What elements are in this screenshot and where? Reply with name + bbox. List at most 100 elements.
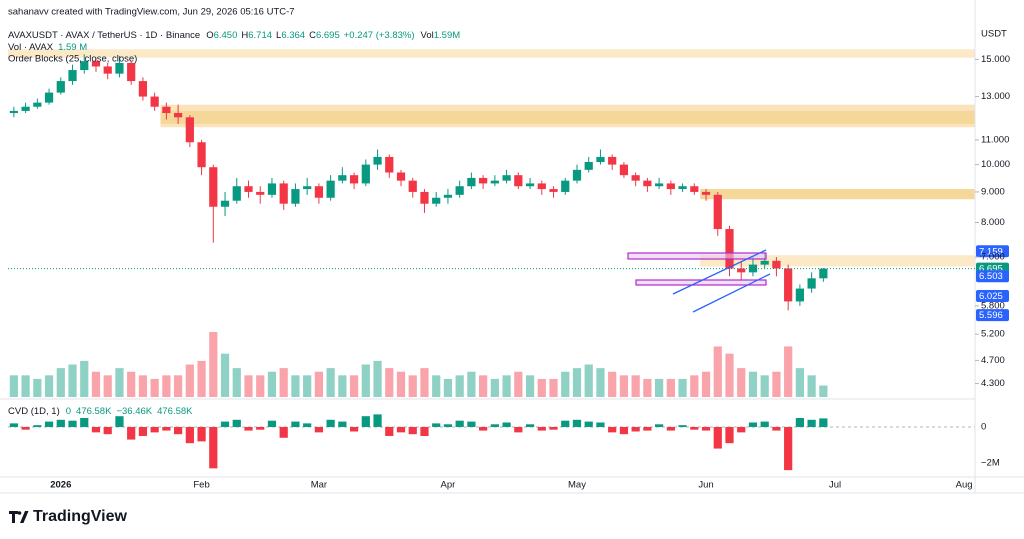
candle-body: [690, 186, 699, 192]
cvd-tick-label: 0: [981, 421, 986, 432]
brand-logo: TradingView: [9, 508, 128, 525]
cvd-bar: [678, 425, 687, 427]
cvd-bar: [619, 426, 629, 435]
cvd-bar: [608, 426, 617, 433]
cvd-bar: [197, 426, 206, 442]
candle-body: [760, 260, 769, 265]
currency: USDT: [981, 29, 1007, 40]
cvd-bar: [655, 424, 664, 427]
price-badge: [976, 270, 1009, 283]
cvd-bar: [373, 414, 382, 427]
candle-body: [80, 61, 89, 71]
cvd-bar: [795, 417, 804, 427]
volume-bar: [279, 368, 288, 397]
candle-body: [490, 180, 499, 184]
cvd-bar: [713, 426, 722, 449]
credit: sahanavv created with TradingView.com, J…: [8, 7, 295, 18]
volume-bar: [385, 368, 394, 397]
candle-body: [819, 268, 828, 279]
cvd-bar: [666, 426, 675, 431]
volume-bar: [209, 332, 218, 397]
volume-bar: [807, 375, 816, 397]
volume-bar: [467, 371, 476, 397]
candle-body: [525, 183, 535, 187]
cvd-bar: [232, 419, 241, 427]
price-badge-label: 6.503: [979, 271, 1003, 282]
channel-line: [672, 249, 767, 295]
cvd-bar: [291, 421, 300, 427]
candle-body: [537, 183, 546, 190]
x-tick-label: Mar: [311, 480, 327, 491]
channel-line: [692, 273, 771, 313]
cvd-bar: [279, 426, 288, 438]
volume-bar: [244, 375, 253, 397]
cvd-bar: [432, 423, 441, 427]
cvd-bar: [326, 419, 335, 427]
volume-bar: [608, 371, 617, 397]
candle-body: [44, 92, 54, 103]
candle-body: [432, 197, 441, 204]
candle-body: [678, 186, 687, 190]
volume-bar: [443, 378, 453, 397]
x-tick-label: May: [568, 480, 586, 491]
cvd-bar: [408, 426, 417, 435]
candle-body: [150, 96, 159, 107]
order-block-zone: [160, 110, 975, 124]
candle-body: [514, 175, 523, 187]
order-box: [635, 279, 767, 286]
cvd-bar: [44, 421, 54, 427]
candle-body: [655, 183, 664, 187]
volume-bar: [760, 375, 769, 397]
y-tick-label: 4.300: [981, 378, 1005, 389]
volume-bar: [795, 368, 804, 397]
volume-bar: [725, 353, 734, 397]
candles: [9, 54, 828, 311]
cvd-bar: [9, 423, 18, 427]
candle-body: [197, 142, 206, 168]
cvd-bar: [314, 426, 323, 433]
symbol-legend: AVAXUSDT · AVAX / TetherUS · 1D · Binanc…: [8, 30, 460, 41]
candle-body: [701, 191, 711, 195]
cvd-bar: [690, 426, 699, 430]
volume-bar: [643, 378, 652, 397]
candle-body: [784, 268, 793, 302]
candle-body: [338, 175, 347, 181]
candle-body: [420, 191, 429, 204]
volume-bar: [748, 371, 758, 397]
x-tick-label: 2026: [50, 480, 71, 491]
candle-body: [56, 81, 65, 93]
cvd-bar: [209, 426, 218, 469]
volume-bar: [678, 378, 687, 397]
cvd-bar: [643, 426, 652, 431]
cvd-bar: [127, 426, 136, 440]
volume-bar: [772, 371, 781, 397]
y-tick-label: 4.700: [981, 355, 1005, 366]
zones: [8, 49, 975, 267]
volume-bar: [138, 375, 148, 397]
candle-body: [807, 278, 816, 289]
candle-body: [21, 106, 30, 111]
volume-bar: [33, 378, 42, 397]
y-tick-label: 10.000: [981, 159, 1010, 170]
volume-bar: [819, 385, 828, 397]
price-badge-label: 6.695: [979, 264, 1003, 275]
cvd-bar: [819, 418, 828, 427]
price-badge: [976, 309, 1009, 322]
candle-body: [220, 200, 230, 207]
y-tick-label: 5.200: [981, 329, 1005, 340]
cvd-bar: [68, 420, 77, 427]
y-tick-label: 9.000: [981, 186, 1005, 197]
candle-body: [279, 183, 288, 204]
candle-body: [502, 175, 511, 181]
y-tick-label: 15.000: [981, 54, 1010, 65]
cvd-bar: [150, 426, 159, 433]
volume-bar: [303, 375, 312, 397]
cvd-bar: [162, 426, 171, 431]
volume-bar: [103, 375, 112, 397]
candle-body: [9, 110, 18, 114]
volume-bar: [502, 375, 511, 397]
x-tick-label: Apr: [441, 480, 456, 491]
volume-legend: Vol · AVAX 1.59 M: [8, 42, 87, 53]
x-tick-label: Feb: [193, 480, 209, 491]
